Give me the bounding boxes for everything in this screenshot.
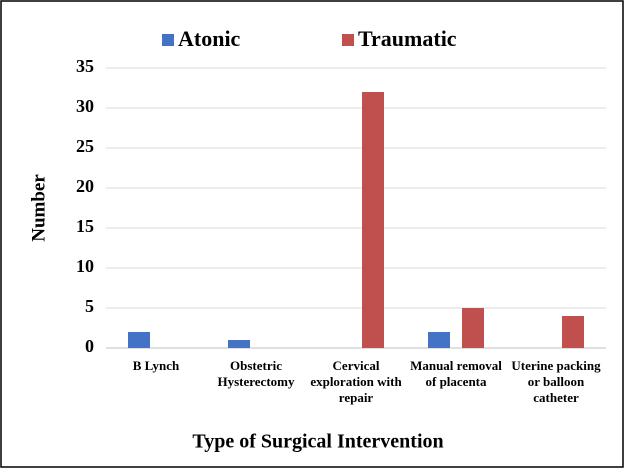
bar xyxy=(362,92,384,348)
legend-label: Traumatic xyxy=(358,26,457,51)
bar xyxy=(428,332,450,348)
legend-swatch xyxy=(162,34,174,46)
y-tick-label: 20 xyxy=(76,176,94,196)
y-tick-label: 15 xyxy=(76,216,94,236)
y-tick-label: 25 xyxy=(76,136,94,156)
bar xyxy=(128,332,150,348)
y-tick-label: 0 xyxy=(85,336,94,356)
legend-label: Atonic xyxy=(178,26,241,51)
y-tick-label: 35 xyxy=(76,56,94,76)
bar xyxy=(228,340,250,348)
x-tick-label: Cervical exploration with repair xyxy=(310,358,402,405)
y-tick-label: 5 xyxy=(85,296,94,316)
bar xyxy=(462,308,484,348)
bar xyxy=(562,316,584,348)
x-tick-label: Obstetric Hysterectomy xyxy=(217,358,295,389)
x-tick-label: Manual removal of placenta xyxy=(410,358,502,389)
y-tick-label: 30 xyxy=(76,96,94,116)
y-axis-label: Number xyxy=(28,174,49,242)
legend-swatch xyxy=(342,34,354,46)
y-tick-label: 10 xyxy=(76,256,94,276)
x-tick-label: B Lynch xyxy=(132,358,180,373)
x-tick-label: Uterine packing or balloon catheter xyxy=(511,358,601,405)
x-axis-label: Type of Surgical Intervention xyxy=(192,431,443,453)
